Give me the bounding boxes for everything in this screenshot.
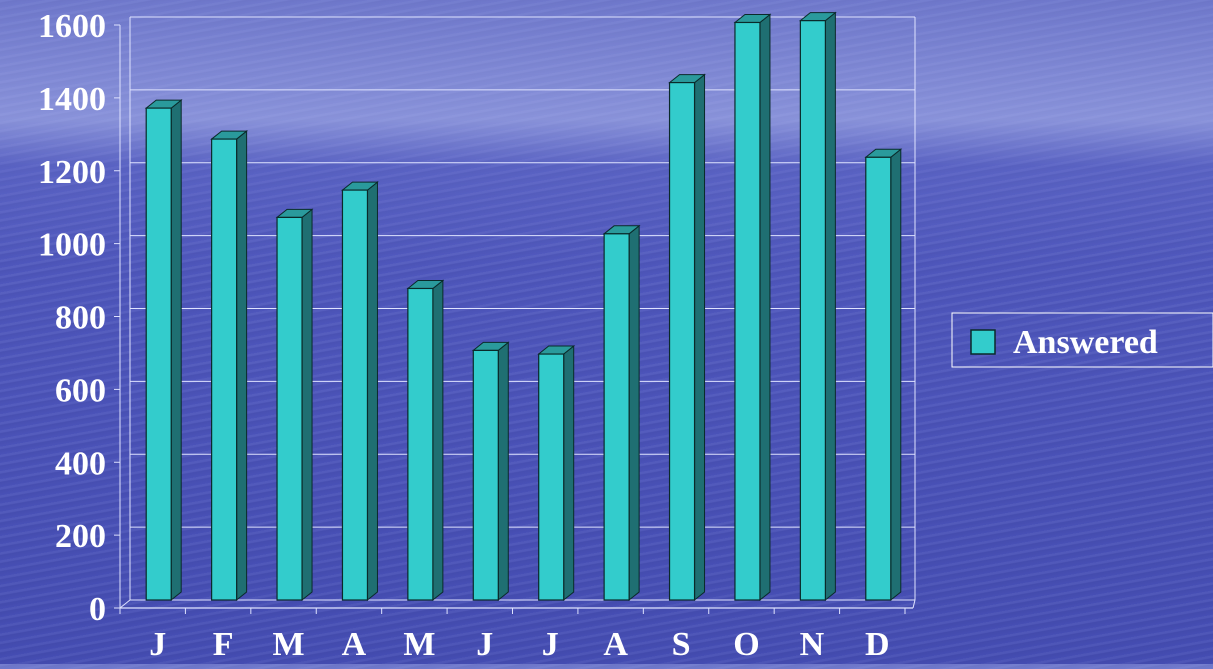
bar (864, 148, 903, 602)
bar (668, 73, 706, 602)
legend-box (951, 312, 1213, 368)
x-tick-label: M (272, 626, 304, 663)
bar-side (432, 279, 444, 602)
gridlines (130, 16, 916, 601)
y-tick-label: 400 (55, 445, 106, 482)
x-tick-label: J (476, 626, 493, 663)
bar-side (628, 224, 640, 602)
bar-front (538, 353, 565, 601)
bar-front (276, 216, 303, 601)
y-tick-label: 600 (55, 372, 106, 409)
floor-left-edge (119, 599, 131, 609)
bar-side (301, 208, 313, 602)
bar-front (211, 138, 238, 601)
bar-front (407, 287, 434, 601)
y-tick-label: 1400 (38, 81, 106, 118)
x-tick-label: N (800, 626, 825, 663)
bar (602, 224, 641, 602)
y-tick-label: 1600 (38, 8, 106, 45)
x-tick-label: J (149, 626, 166, 663)
bar-front (472, 349, 499, 601)
bar-side (563, 345, 575, 602)
x-tick-label: F (213, 626, 234, 663)
bar-side (236, 130, 248, 602)
bar-front (734, 21, 761, 601)
y-tick-label: 1000 (38, 227, 106, 264)
x-tick-label: J (542, 626, 559, 663)
x-tick-label: A (603, 626, 628, 663)
bar (733, 13, 772, 602)
bar-front (603, 233, 630, 601)
bar-side (890, 148, 902, 602)
y-tick-label: 1200 (38, 154, 106, 191)
x-tick-label: M (403, 626, 435, 663)
bars (144, 11, 903, 602)
bar-side (824, 11, 836, 602)
y-tick-label: 200 (55, 518, 106, 555)
bar-front (341, 189, 369, 601)
bar-front (865, 156, 892, 601)
bar (406, 279, 445, 602)
bar-side (497, 341, 509, 602)
x-tick-label: S (672, 626, 691, 663)
floor-right-edge (912, 599, 916, 609)
bar-side (366, 181, 378, 602)
x-tick-label: A (342, 626, 367, 663)
y-tick-label: 800 (55, 300, 106, 337)
bar (537, 345, 576, 602)
bar-side (170, 99, 182, 602)
bar (798, 11, 837, 602)
legend: Answered (951, 312, 1213, 368)
bar (210, 130, 249, 602)
x-tick-label: O (733, 626, 759, 663)
bar-front (145, 107, 172, 601)
bar-front (799, 20, 826, 601)
bar-side (759, 13, 771, 602)
x-tick-label: D (865, 626, 890, 663)
bar-front (668, 81, 696, 601)
bar (341, 181, 379, 602)
axes (114, 17, 916, 614)
bar-side (694, 73, 706, 602)
y-tick-labels: 0 200 400 600 800 1000 1200 1400 1600 (38, 8, 106, 628)
bar (275, 208, 314, 602)
legend-swatch (970, 329, 996, 355)
legend-label: Answered (1013, 324, 1158, 361)
bar (471, 341, 510, 602)
y-tick-label: 0 (89, 591, 106, 628)
bar (144, 99, 183, 602)
